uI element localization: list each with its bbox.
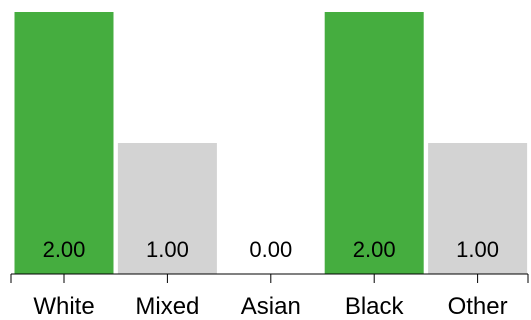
bar-mixed (117, 143, 217, 274)
x-tick-label-mixed: Mixed (135, 293, 199, 320)
bar-other (428, 143, 528, 274)
data-label-asian: 0.00 (249, 237, 292, 262)
data-label-other: 1.00 (456, 237, 499, 262)
x-tick-label-white: White (33, 293, 94, 320)
x-tick-label-other: Other (448, 293, 508, 320)
data-label-black: 2.00 (353, 237, 396, 262)
data-label-white: 2.00 (43, 237, 86, 262)
data-labels-layer: 2.00 1.00 0.00 2.00 1.00 (43, 237, 499, 262)
x-tick-label-black: Black (345, 293, 405, 320)
bar-black (324, 12, 424, 274)
bar-white (14, 12, 114, 274)
x-axis: White Mixed Asian Black Other (10, 273, 529, 320)
data-label-mixed: 1.00 (146, 237, 189, 262)
x-tick-label-asian: Asian (241, 293, 301, 320)
bars-layer (14, 12, 528, 274)
